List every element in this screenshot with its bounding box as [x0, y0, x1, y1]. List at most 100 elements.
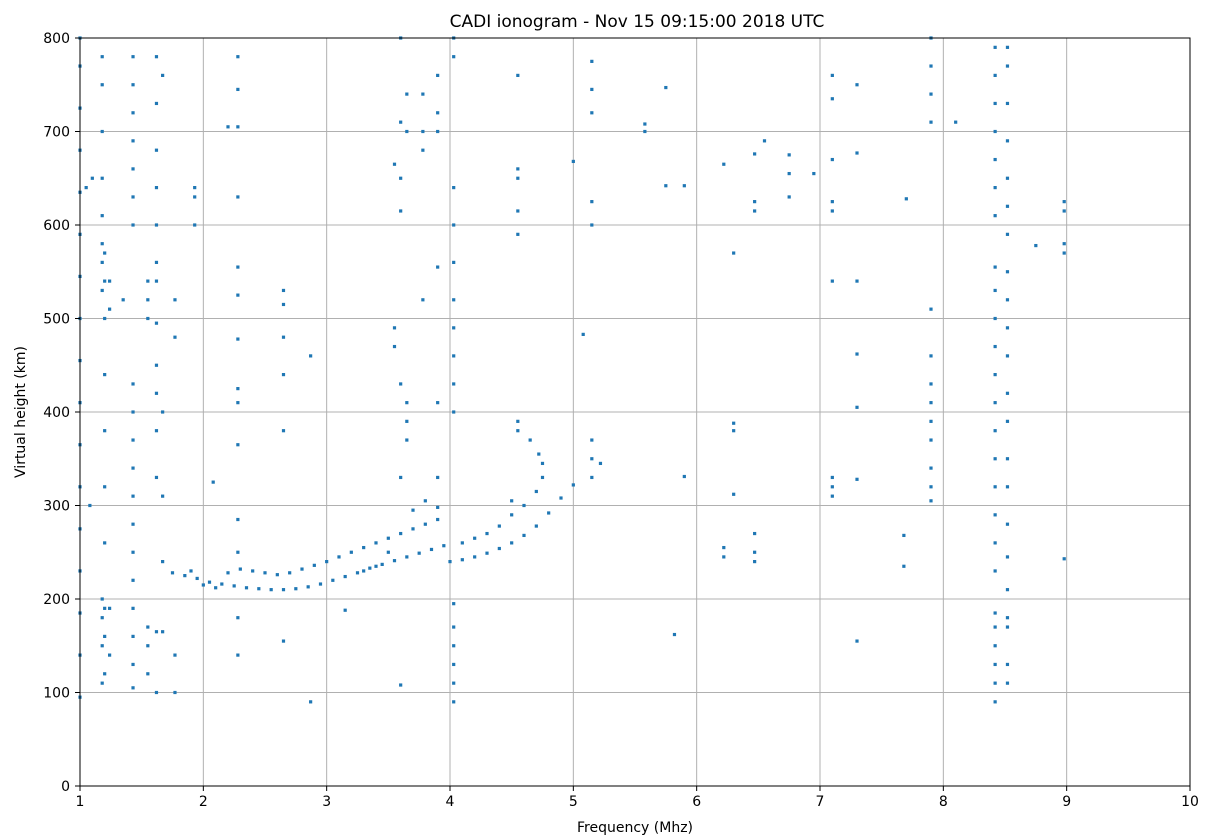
data-point	[448, 560, 452, 564]
data-point	[411, 508, 415, 512]
data-points	[78, 36, 1066, 704]
data-point	[516, 419, 520, 423]
data-point	[753, 560, 757, 564]
data-point	[103, 251, 107, 255]
data-point	[452, 223, 456, 227]
data-point	[753, 200, 757, 204]
data-point	[131, 139, 135, 143]
data-point	[100, 597, 104, 601]
data-point	[173, 690, 177, 695]
data-point	[193, 186, 197, 190]
data-point	[442, 544, 446, 548]
data-point	[154, 391, 159, 395]
data-point	[154, 260, 159, 264]
data-point	[753, 209, 757, 213]
data-point	[392, 344, 397, 349]
data-point	[232, 584, 236, 588]
data-point	[452, 625, 456, 629]
data-point	[787, 195, 791, 199]
data-point	[88, 503, 92, 508]
data-point	[146, 298, 150, 302]
data-point	[423, 522, 427, 526]
data-point	[236, 125, 240, 129]
data-point	[281, 373, 286, 377]
data-point	[1005, 625, 1010, 629]
x-axis-label: Frequency (Mhz)	[577, 820, 693, 836]
data-point	[1005, 354, 1010, 358]
data-point	[131, 662, 135, 667]
x-tick-label: 4	[446, 794, 455, 810]
data-point	[281, 288, 286, 293]
x-tick-label: 3	[322, 794, 331, 810]
data-point	[522, 533, 526, 538]
data-point	[236, 443, 240, 447]
data-point	[1062, 251, 1066, 255]
data-point	[399, 120, 403, 124]
data-point	[405, 92, 409, 96]
data-point	[929, 92, 933, 96]
data-point	[154, 475, 159, 480]
data-point	[421, 148, 425, 152]
data-point	[392, 559, 397, 563]
data-point	[929, 120, 933, 124]
data-point	[534, 489, 538, 494]
data-point	[473, 555, 477, 559]
data-point	[161, 630, 165, 634]
data-point	[146, 316, 150, 321]
y-tick-label: 400	[43, 405, 70, 421]
data-point	[236, 550, 240, 554]
data-point	[1005, 681, 1010, 685]
data-point	[452, 681, 456, 685]
data-point	[399, 683, 403, 687]
data-point	[399, 209, 403, 213]
data-point	[452, 410, 456, 414]
data-point	[830, 73, 834, 77]
data-point	[830, 200, 834, 204]
data-point	[154, 321, 159, 325]
data-point	[452, 382, 456, 386]
data-point	[993, 700, 997, 704]
data-point	[460, 541, 464, 545]
data-point	[1005, 232, 1010, 236]
data-point	[732, 492, 736, 496]
data-point	[929, 499, 933, 503]
data-point	[173, 335, 177, 339]
data-point	[100, 83, 104, 87]
data-point	[399, 382, 403, 386]
data-point	[211, 480, 215, 484]
data-point	[368, 566, 372, 570]
data-point	[929, 382, 933, 386]
data-point	[154, 148, 159, 152]
data-point	[131, 223, 135, 227]
data-point	[753, 531, 757, 536]
x-tick-label: 2	[199, 794, 208, 810]
data-point	[929, 401, 933, 405]
data-point	[732, 429, 736, 433]
data-point	[497, 524, 501, 528]
data-point	[226, 125, 230, 129]
data-point	[929, 307, 933, 311]
data-point	[993, 344, 997, 349]
data-point	[452, 700, 456, 704]
data-point	[590, 111, 594, 115]
data-point	[281, 639, 286, 643]
data-point	[510, 541, 514, 545]
data-point	[288, 571, 292, 575]
data-point	[528, 438, 532, 442]
data-point	[386, 536, 390, 540]
data-point	[281, 588, 286, 592]
data-point	[214, 586, 218, 590]
data-point	[131, 686, 135, 690]
data-point	[411, 527, 415, 531]
data-point	[131, 550, 135, 554]
data-point	[1005, 270, 1010, 274]
data-point	[732, 421, 736, 425]
data-point	[929, 466, 933, 470]
x-tick-label: 8	[939, 794, 948, 810]
data-point	[103, 373, 107, 377]
data-point	[331, 578, 335, 582]
data-point	[830, 97, 834, 101]
data-point	[207, 580, 212, 584]
data-point	[516, 209, 520, 213]
data-point	[318, 582, 323, 586]
